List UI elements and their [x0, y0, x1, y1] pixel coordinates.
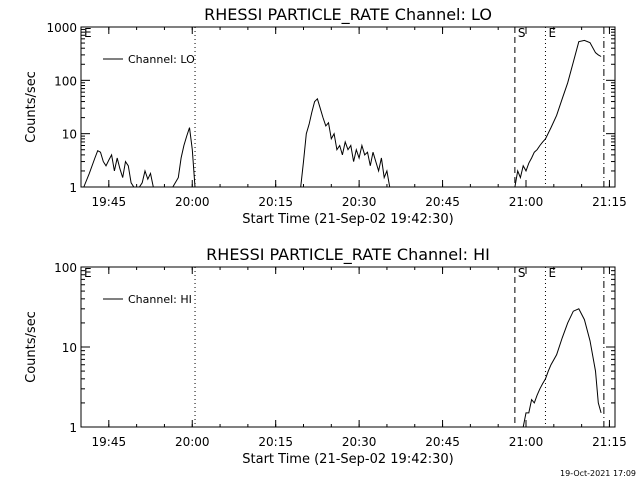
chart2-x-tick-label: 21:00: [509, 435, 544, 449]
chart1-x-axis-label: Start Time (21-Sep-02 19:42:30): [242, 212, 453, 227]
chart2-title: RHESSI PARTICLE_RATE Channel: HI: [206, 245, 490, 265]
chart2-y-axis-label: Counts/sec: [24, 311, 39, 383]
chart2-x-tick-label: 20:45: [425, 435, 460, 449]
chart1-x-tick-label: 21:15: [592, 195, 627, 209]
chart1-y-tick-label: 10: [62, 128, 77, 142]
chart2-legend-label: Channel: HI: [128, 293, 192, 306]
chart2-x-tick-label: 20:00: [175, 435, 210, 449]
chart2-x-axis-label: Start Time (21-Sep-02 19:42:30): [242, 452, 453, 467]
chart1-x-tick-label: 20:45: [425, 195, 460, 209]
chart1-marker-label: E: [84, 26, 92, 40]
chart1-marker-label: S: [518, 26, 526, 40]
chart2-y-tick-label: 1: [69, 421, 77, 435]
chart1-y-tick-label: 1: [69, 181, 77, 195]
chart2-marker-label: E: [84, 266, 92, 280]
chart1-x-tick-label: 20:30: [342, 195, 377, 209]
chart1-y-tick-label: 100: [54, 74, 77, 88]
timestamp-label: 19-Oct-2021 17:09: [560, 469, 636, 478]
chart1-x-tick-label: 21:00: [509, 195, 544, 209]
chart2-x-tick-label: 21:15: [592, 435, 627, 449]
chart2-y-tick-label: 10: [62, 341, 77, 355]
chart1-legend-label: Channel: LO: [128, 53, 195, 66]
chart2-y-tick-label: 100: [54, 261, 77, 275]
chart1-series-line: [83, 39, 602, 188]
chart2-x-tick-label: 20:30: [342, 435, 377, 449]
chart1-marker-label: E: [548, 26, 556, 40]
chart1-x-tick-label: 20:15: [258, 195, 293, 209]
chart2-marker-label: S: [518, 266, 526, 280]
chart1-y-axis-label: Counts/sec: [24, 71, 39, 143]
chart2-x-tick-label: 19:45: [92, 435, 127, 449]
chart2-x-tick-label: 20:15: [258, 435, 293, 449]
chart1-x-tick-label: 20:00: [175, 195, 210, 209]
chart2-marker-label: E: [548, 266, 556, 280]
chart1-title: RHESSI PARTICLE_RATE Channel: LO: [204, 5, 492, 25]
chart1-y-tick-label: 1000: [46, 21, 77, 35]
chart2-series-line: [522, 308, 602, 428]
chart1-x-tick-label: 19:45: [92, 195, 127, 209]
